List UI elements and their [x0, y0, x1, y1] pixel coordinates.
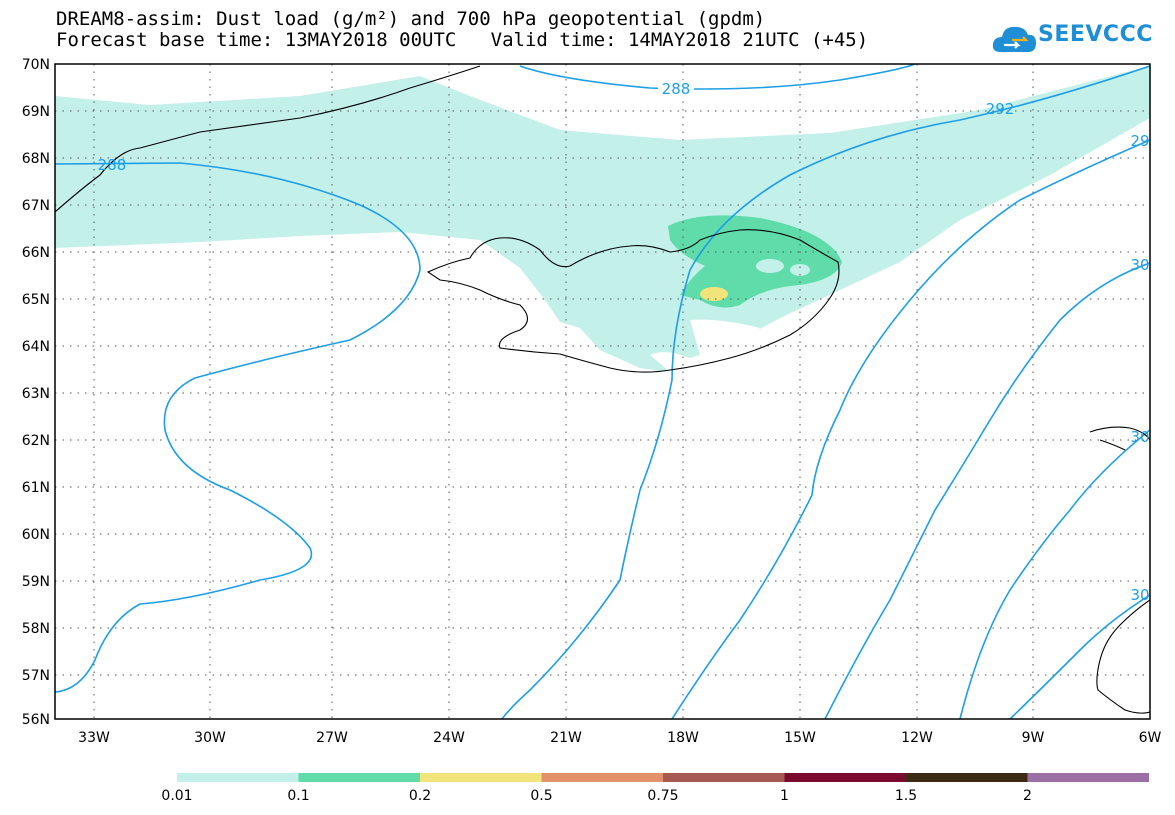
logo-text: SEEVCCC: [1038, 22, 1153, 47]
lon-axis: 33W 30W 27W 24W 21W 18W 15W 12W 9W 6W: [78, 730, 1161, 746]
lat-label: 58N: [22, 621, 50, 637]
lat-label: 65N: [22, 292, 50, 308]
lat-label: 60N: [22, 527, 50, 543]
contour-308: [1009, 594, 1150, 719]
dust-area-high: [700, 287, 728, 301]
legend-swatch: [298, 773, 420, 782]
dust-area-low: [55, 66, 1150, 372]
lon-label: 18W: [667, 730, 699, 746]
contour-label: 292: [986, 100, 1015, 118]
color-legend: 0.01 0.1 0.2 0.5 0.75 1 1.5 2: [161, 773, 1149, 804]
scotland-coast: [1096, 599, 1150, 714]
cloud-icon: [992, 26, 1036, 52]
forecast-time: Forecast base time: 13MAY2018 00UTC Vali…: [56, 29, 869, 51]
lon-label: 27W: [316, 730, 348, 746]
contour-label: 30: [1130, 428, 1149, 446]
map-title: DREAM8-assim: Dust load (g/m²) and 700 h…: [56, 8, 766, 30]
lat-label: 61N: [22, 480, 50, 496]
contour-label: 288: [662, 80, 691, 98]
lat-label: 67N: [22, 198, 50, 214]
lat-label: 64N: [22, 339, 50, 355]
lat-label: 70N: [22, 57, 50, 73]
legend-label: 1.5: [895, 788, 917, 804]
legend-swatch: [177, 773, 299, 782]
lon-label: 33W: [78, 730, 110, 746]
lat-label: 59N: [22, 574, 50, 590]
contour-288-west: [55, 162, 421, 693]
lat-label: 62N: [22, 433, 50, 449]
lat-label: 57N: [22, 668, 50, 684]
lon-label: 24W: [433, 730, 465, 746]
lon-label: 15W: [784, 730, 816, 746]
contour-label: 29: [1130, 132, 1149, 150]
lat-label: 63N: [22, 386, 50, 402]
lat-axis: 70N 69N 68N 67N 66N 65N 64N 63N 62N 61N …: [22, 57, 50, 728]
legend-label: 0.75: [647, 788, 678, 804]
greenland-coast: [55, 65, 481, 213]
lat-label: 68N: [22, 151, 50, 167]
lon-label: 21W: [550, 730, 582, 746]
lat-label: 56N: [22, 712, 50, 728]
legend-label: 0.2: [409, 788, 431, 804]
legend-label: 2: [1023, 788, 1032, 804]
legend-swatch: [541, 773, 663, 782]
contour-288-north: [519, 64, 916, 90]
legend-swatch: [663, 773, 785, 782]
iceland-coast: [426, 229, 840, 373]
lon-label: 6W: [1139, 730, 1162, 746]
contour-304: [959, 429, 1150, 719]
lon-label: 9W: [1022, 730, 1045, 746]
legend-label: 0.01: [161, 788, 192, 804]
contour-300: [824, 262, 1150, 719]
legend-swatch: [420, 773, 542, 782]
contour-label: 288: [98, 156, 127, 174]
legend-label: 1: [780, 788, 789, 804]
contour-296: [671, 139, 1150, 719]
legend-swatch: [906, 773, 1028, 782]
lon-label: 30W: [194, 730, 226, 746]
contour-label: 30: [1130, 256, 1149, 274]
graticule: [55, 64, 1150, 719]
faroe-coast: [1089, 426, 1150, 451]
contour-label: 30: [1130, 586, 1149, 604]
map-frame: [54, 63, 1151, 720]
lat-label: 66N: [22, 245, 50, 261]
legend-swatch: [784, 773, 906, 782]
legend-swatch: [1027, 773, 1149, 782]
contour-292: [501, 65, 1150, 719]
legend-label: 0.5: [530, 788, 552, 804]
legend-label: 0.1: [287, 788, 309, 804]
lon-label: 12W: [901, 730, 933, 746]
lat-label: 69N: [22, 104, 50, 120]
